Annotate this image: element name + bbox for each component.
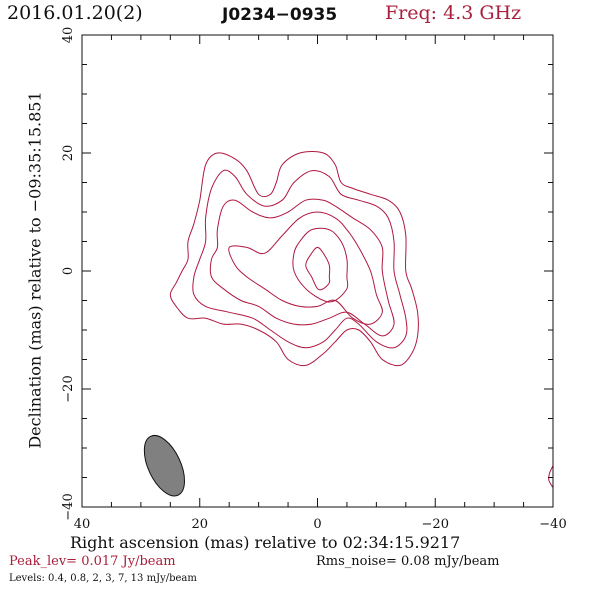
contour-line <box>192 169 408 349</box>
x-tick-label: 20 <box>191 517 208 532</box>
x-tick-label: −40 <box>539 517 566 532</box>
contour-line <box>292 227 349 303</box>
peak-level: Peak_lev= 0.017 Jy/beam <box>9 554 176 569</box>
contour-levels: Levels: 0.4, 0.8, 2, 3, 7, 13 mJy/beam <box>9 573 197 584</box>
y-axis-label: Declination (mas) relative to −09:35:15.… <box>25 91 45 449</box>
x-tick-label: 0 <box>313 517 321 532</box>
contour-line <box>209 198 395 337</box>
observation-date: 2016.01.20(2) <box>7 2 143 24</box>
frequency-label: Freq: 4.3 GHz <box>385 2 522 24</box>
contour-line <box>169 151 419 367</box>
y-tick-label: −20 <box>61 375 76 402</box>
y-tick-label: 20 <box>61 145 76 162</box>
contour-line <box>548 465 554 488</box>
y-tick-label: 40 <box>61 27 76 44</box>
x-tick-label: 40 <box>74 517 91 532</box>
contour-line <box>228 211 383 325</box>
beam-ellipse <box>143 435 186 497</box>
beam-layer <box>143 435 186 497</box>
tick-layer: 40 20 0 −20 −40 −40 −20 0 20 40 <box>61 27 567 532</box>
y-tick-label: −40 <box>61 493 76 520</box>
rms-noise: Rms_noise= 0.08 mJy/beam <box>316 554 500 569</box>
source-name: J0234−0935 <box>222 5 338 25</box>
y-tick-label: 0 <box>61 267 76 275</box>
contour-line <box>305 246 331 291</box>
x-axis-label: Right ascension (mas) relative to 02:34:… <box>70 533 461 552</box>
x-tick-label: −20 <box>422 517 449 532</box>
contour-layer <box>169 151 554 488</box>
